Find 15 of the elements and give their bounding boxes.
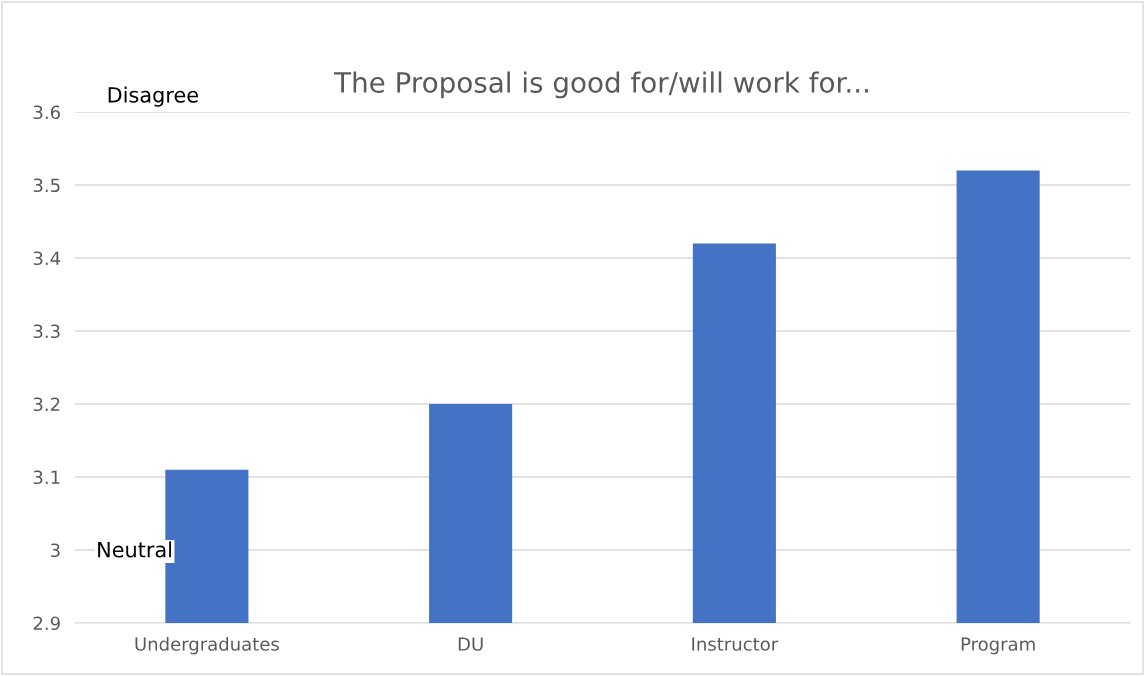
y-tick-label: 3.1 — [33, 470, 60, 485]
annotation: Neutral — [98, 541, 172, 558]
y-tick-label: 3.3 — [33, 324, 60, 339]
y-tick-label: 3 — [51, 543, 60, 558]
x-tick-label: Instructor — [692, 637, 779, 651]
text: Disagree — [108, 86, 198, 107]
y-tick-label: 3.6 — [33, 105, 60, 120]
y-tick-label: 3.5 — [33, 178, 60, 193]
chart-title: The Proposal is good for/will work for... — [334, 71, 868, 99]
x-tick-label: Undergraduates — [135, 636, 279, 655]
x-tick-label: Program — [961, 637, 1035, 655]
y-tick-label: 3.2 — [33, 397, 60, 412]
y-tick-label: 3.4 — [33, 251, 61, 266]
y-tick-label: 2.9 — [33, 616, 60, 631]
x-tick-label: DU — [458, 637, 483, 651]
